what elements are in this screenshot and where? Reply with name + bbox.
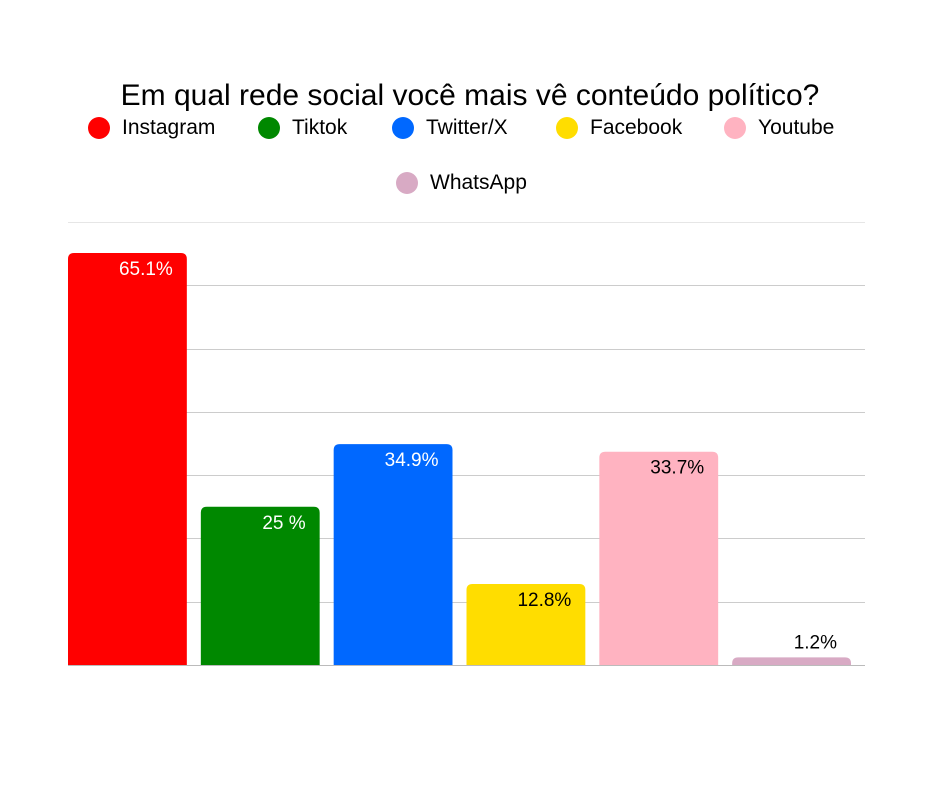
legend-item-instagram[interactable]: Instagram [88,116,215,140]
bar-tiktok[interactable] [200,506,320,665]
bar-instagram[interactable] [68,253,187,665]
data-label-tiktok: 25 % [262,513,305,534]
legend-label: Youtube [758,116,835,139]
data-label-youtube: 33.7% [650,458,704,479]
legend-swatch [724,117,746,139]
legend-item-tiktok[interactable]: Tiktok [258,116,347,140]
data-label-twitter-x: 34.9% [385,450,439,471]
legend-label: WhatsApp [430,171,527,194]
chart-title: Em qual rede social você mais vê conteúd… [120,79,820,112]
legend-swatch [88,117,110,139]
bar-facebook[interactable] [466,583,586,665]
legend-label: Twitter/X [426,116,508,139]
legend-swatch [396,172,418,194]
bar-youtube[interactable] [599,451,719,665]
data-label-whatsapp: 1.2% [794,632,837,653]
legend-item-youtube[interactable]: Youtube [724,116,834,140]
legend-swatch [556,117,578,139]
legend-label: Facebook [590,116,683,139]
bar-whatsapp[interactable] [732,657,851,665]
data-label-facebook: 12.8% [517,590,571,611]
legend-swatch [258,117,280,139]
legend-label: Tiktok [292,116,348,139]
legend-item-whatsapp[interactable]: WhatsApp [396,171,527,195]
bar-twitter-x[interactable] [333,444,453,665]
legend-item-facebook[interactable]: Facebook [556,116,682,140]
data-label-instagram: 65.1% [119,259,173,280]
legend-item-twitter-x[interactable]: Twitter/X [392,116,508,140]
legend-swatch [392,117,414,139]
legend-label: Instagram [122,116,216,139]
